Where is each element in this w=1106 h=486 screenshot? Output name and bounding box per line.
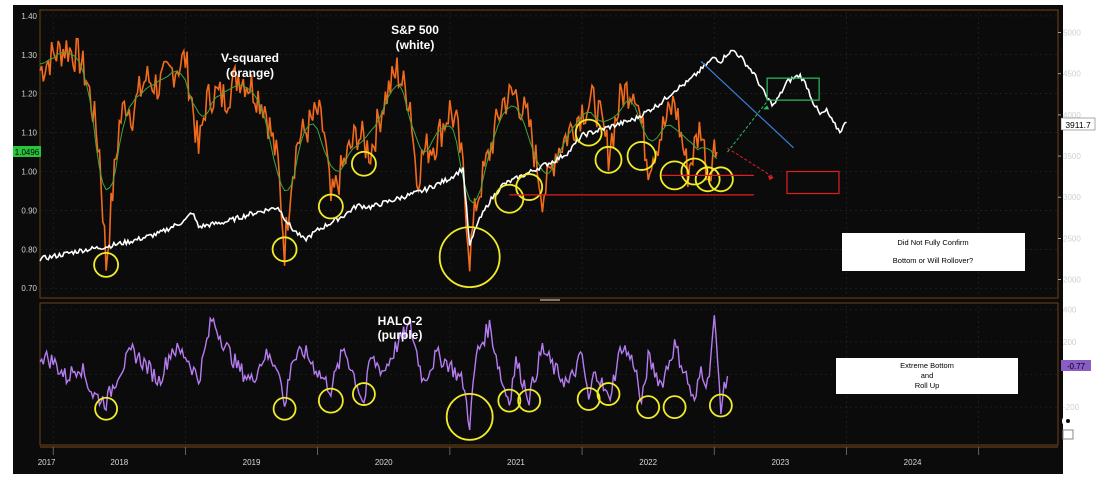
x-axis: 2017 2018 2019 2020 2021 2022 2023 2024 [38, 446, 1058, 467]
x-axis-year-label: 2020 [375, 458, 393, 467]
right-y-tick-label: 4000 [1063, 111, 1081, 120]
bottom-marker-circle-bottom [497, 388, 522, 413]
halo2-line [39, 315, 729, 431]
bottom-marker-circle-bottom [94, 396, 119, 421]
right-y-tick-label: 3500 [1063, 152, 1081, 161]
downside-target-box [786, 170, 840, 195]
sp500-value-badge [1060, 117, 1096, 131]
right-y-axis-bottom: 400 200 -200 [1063, 305, 1080, 412]
vsquared-value-badge [13, 146, 41, 157]
bottom-callout-line1: Extreme Bottom [900, 361, 954, 370]
bottom-marker-circle-bottom [272, 396, 297, 421]
right-y-axis-top: 5000 4500 4000 3500 3000 2500 2000 [1058, 29, 1081, 285]
vsquared-value-text: 1.0496 [15, 148, 40, 157]
left-y-axis: 1.40 1.30 1.20 1.10 1.00 0.90 0.80 0.70 [21, 12, 37, 293]
bottom-marker-circle-top [626, 141, 657, 171]
downside-arrow-head-icon [767, 175, 774, 181]
chart-type-icon[interactable] [1062, 429, 1074, 440]
right-y-tick-label: 5000 [1063, 29, 1081, 38]
right-y-tick-label: 2500 [1063, 234, 1081, 243]
bottom-marker-circle-bottom [636, 395, 661, 420]
rollover-callout-line2: Bottom or Will Rollover? [893, 256, 973, 265]
bottom-marker-circle-top [574, 118, 603, 147]
halo2-value-text: -0.77 [1067, 362, 1086, 371]
halo2-color-label: (purple) [378, 328, 423, 342]
x-axis-year-label: 2024 [904, 458, 922, 467]
settings-gear-icon-hub [1066, 419, 1070, 423]
vsquared-moving-average-line [39, 51, 718, 204]
x-axis-year-label: 2023 [771, 458, 789, 467]
bottom-marker-circle-top [438, 226, 501, 288]
rollover-callout-box [842, 233, 1025, 271]
bottom-marker-circle-top [594, 145, 623, 174]
bottom-panel-frame [39, 302, 1059, 446]
right-y-tick-label: 3000 [1063, 193, 1081, 202]
upside-target-box [766, 77, 820, 101]
bottom-right-y-tick-label: 400 [1063, 305, 1077, 314]
series-layer [39, 37, 847, 431]
bottom-callout-line2: and [921, 371, 934, 380]
left-y-tick-label: 1.00 [21, 168, 37, 177]
vsquared-color-label: (orange) [226, 66, 274, 80]
sp500-label: S&P 500 [391, 23, 439, 37]
bottom-marker-circle-bottom [445, 393, 494, 441]
bottom-marker-circle-top [515, 173, 544, 201]
bottom-right-y-tick-label: -200 [1063, 403, 1080, 412]
left-y-tick-label: 0.80 [21, 245, 37, 254]
x-axis-year-label: 2017 [38, 458, 56, 467]
sp500-downtrend-line [700, 60, 794, 149]
rollover-callout-line1: Did Not Fully Confirm [897, 238, 968, 247]
left-y-tick-label: 1.10 [21, 129, 37, 138]
bottom-marker-circle-bottom [317, 387, 344, 414]
bottom-marker-circle-top [93, 251, 120, 278]
bottom-marker-circle-bottom [517, 388, 542, 413]
left-y-tick-label: 0.90 [21, 206, 37, 215]
left-y-tick-label: 1.20 [21, 90, 37, 99]
right-y-tick-label: 4500 [1063, 70, 1081, 79]
bottom-marker-circle-bottom [576, 387, 601, 411]
upside-arrow-head-icon [763, 105, 770, 110]
x-axis-year-label: 2019 [243, 458, 261, 467]
x-axis-year-label: 2018 [110, 458, 128, 467]
bottom-marker-circle-top [317, 193, 344, 220]
bottom-marker-circle-top [271, 236, 298, 263]
bottom-marker-circle-top [707, 166, 734, 193]
annotation-overlay [93, 60, 840, 441]
bottom-marker-circle-bottom [596, 382, 621, 406]
bottom-marker-circle-bottom [662, 395, 687, 420]
left-y-tick-label: 1.40 [21, 12, 37, 21]
downside-arrow-line [727, 147, 775, 178]
bottom-callout-line3: Roll Up [915, 381, 940, 390]
sp500-value-text: 3911.7 [1065, 120, 1091, 130]
bottom-callout-box [836, 358, 1018, 394]
sp500-color-label: (white) [396, 38, 435, 52]
bottom-marker-circle-top [680, 157, 709, 186]
right-y-tick-label: 2000 [1063, 276, 1081, 285]
vsquared-label: V-squared [221, 51, 279, 65]
upside-arrow-line [727, 101, 768, 153]
bottom-marker-circle-top [694, 166, 721, 193]
bottom-marker-circle-bottom [708, 393, 733, 418]
bottom-marker-circle-top [351, 150, 377, 177]
halo2-value-badge [1061, 360, 1091, 371]
x-axis-year-label: 2022 [639, 458, 657, 467]
sp500-line [39, 49, 847, 262]
halo2-label: HALO-2 [378, 314, 423, 328]
left-y-tick-label: 1.30 [21, 51, 37, 60]
bottom-right-y-tick-label: 200 [1063, 338, 1077, 347]
bottom-marker-circle-bottom [352, 382, 376, 406]
left-y-tick-label: 0.70 [21, 284, 37, 293]
x-axis-year-label: 2021 [507, 458, 525, 467]
